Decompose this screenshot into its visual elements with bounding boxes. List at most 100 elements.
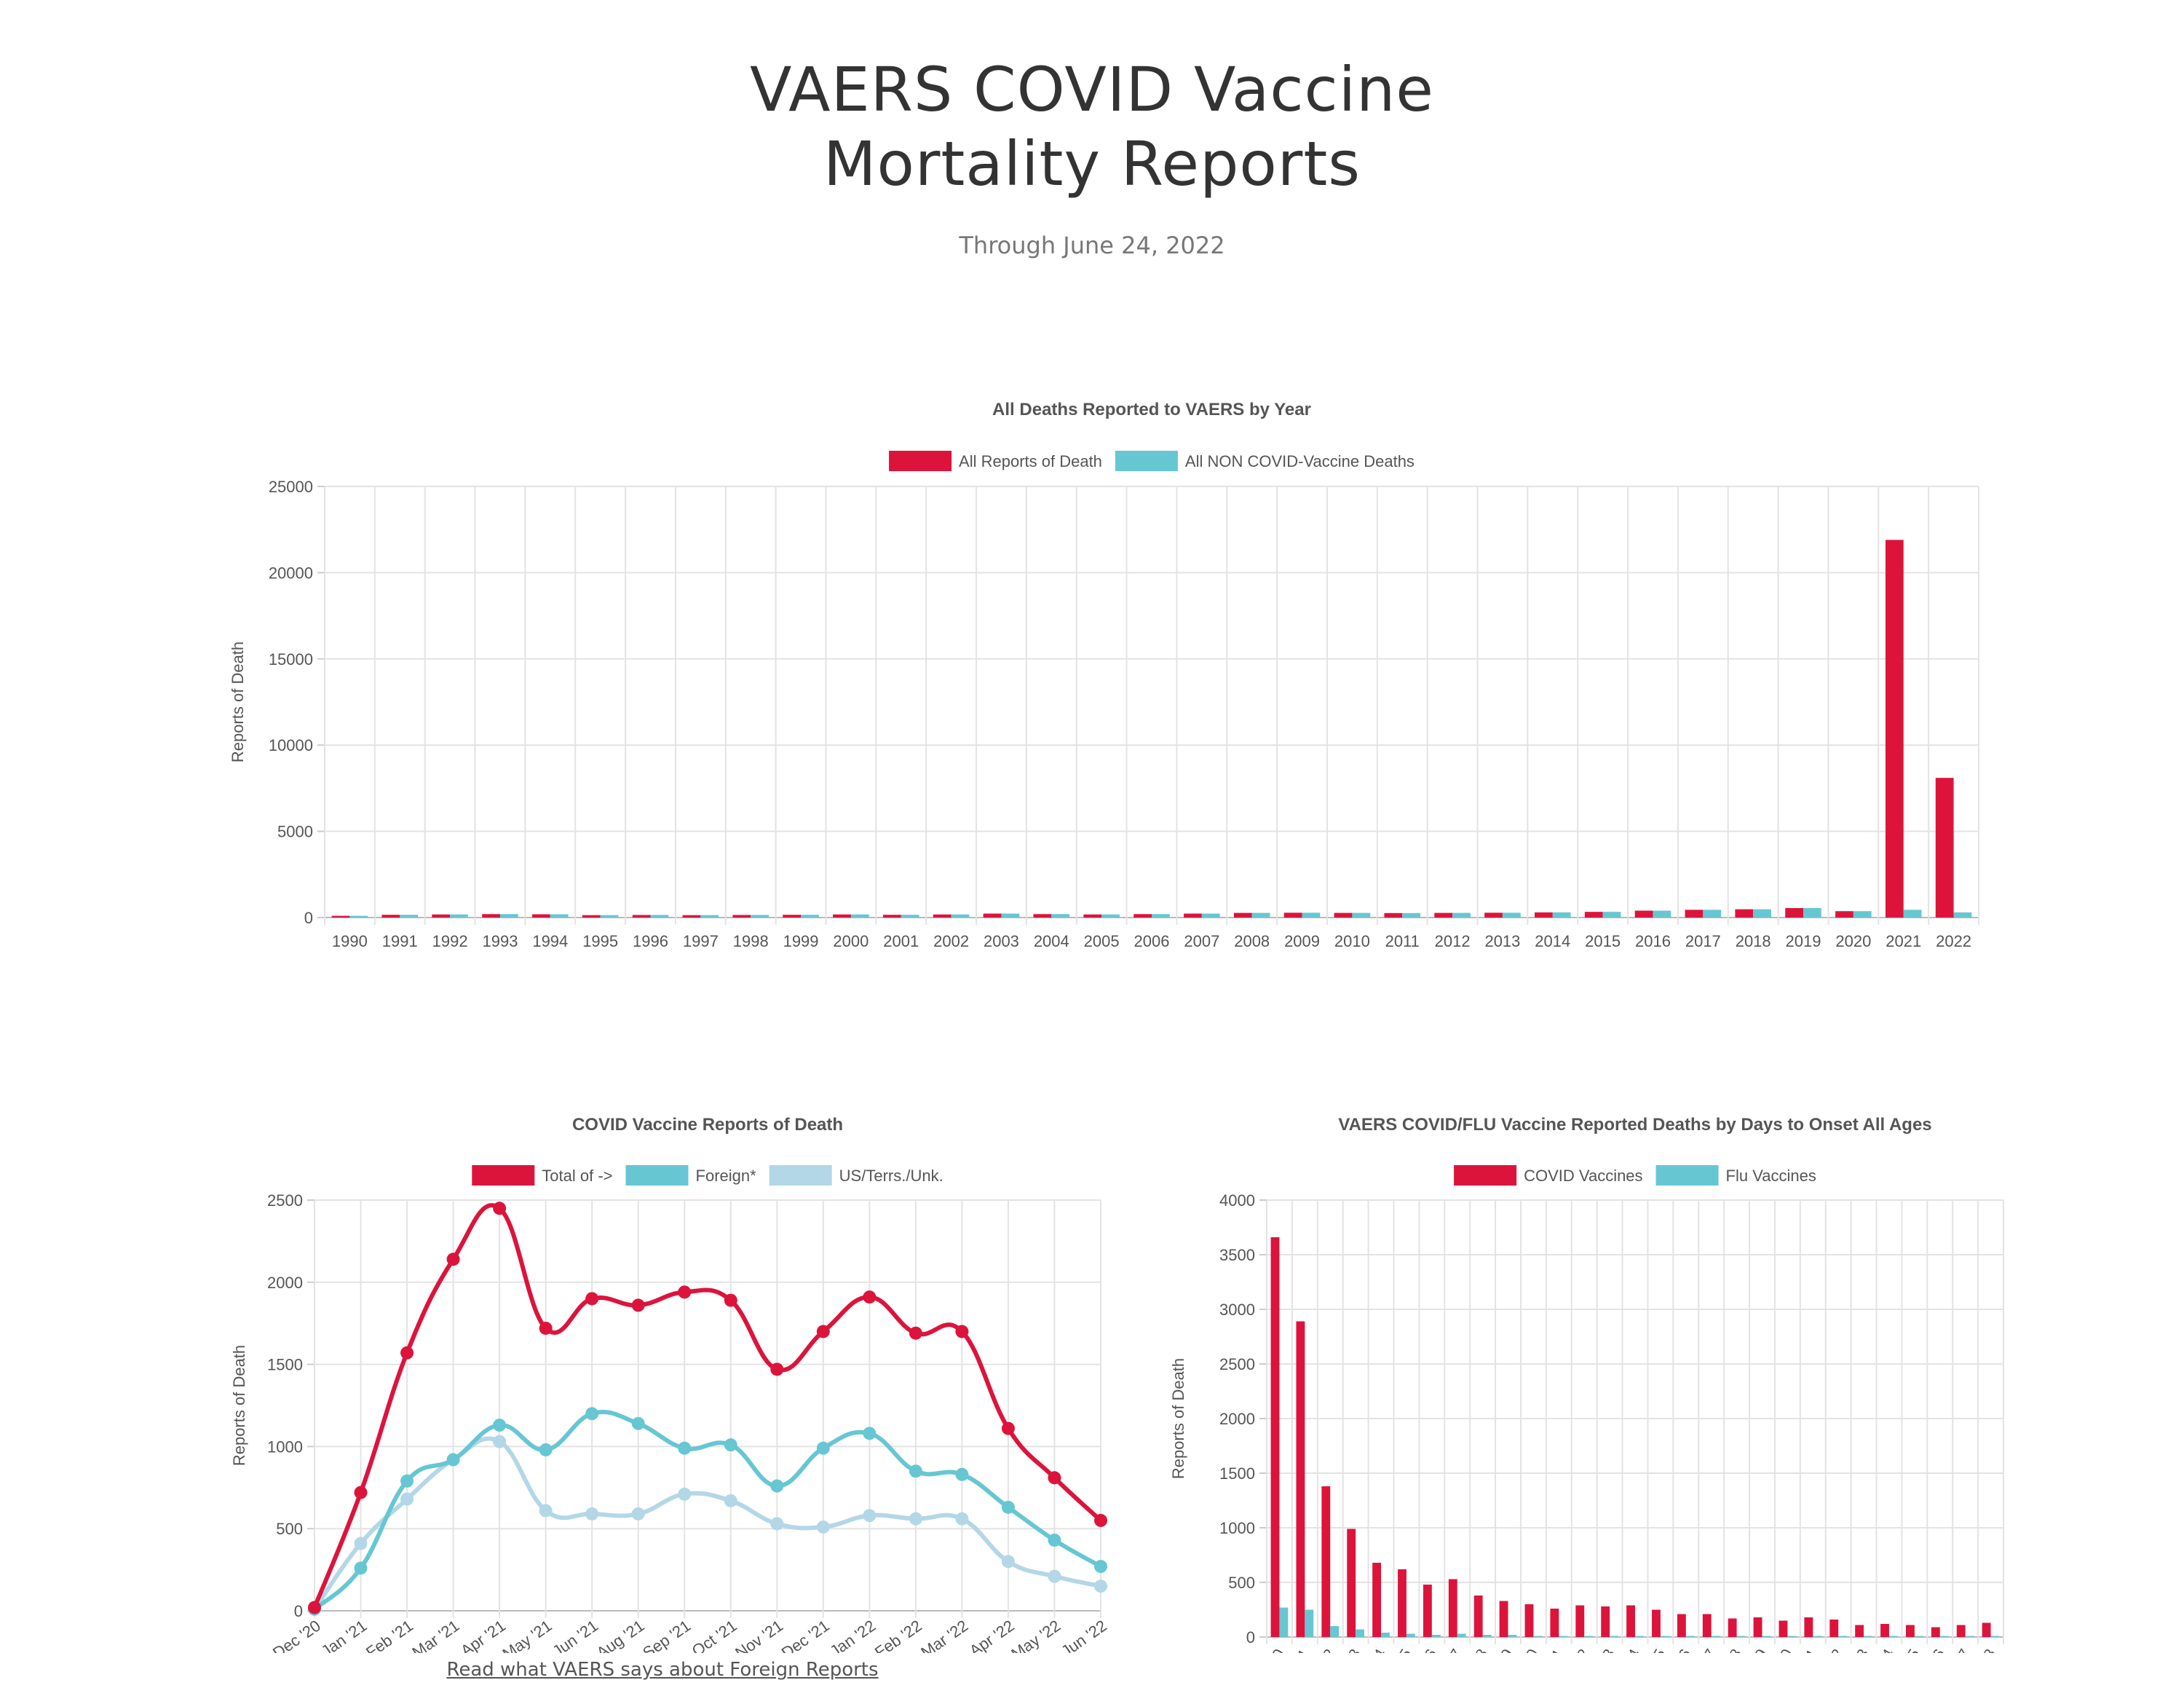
bar xyxy=(1452,912,1471,918)
legend-swatch xyxy=(889,451,952,471)
bar xyxy=(1524,1604,1534,1637)
bar xyxy=(532,914,550,918)
y-tick-label: 1000 xyxy=(1219,1519,1255,1537)
bar xyxy=(1184,913,1202,918)
bar xyxy=(499,914,518,918)
y-tick-label: 1500 xyxy=(267,1356,303,1374)
bar xyxy=(1233,912,1252,918)
data-point xyxy=(631,1507,645,1521)
data-point xyxy=(493,1202,507,1215)
data-point xyxy=(354,1561,368,1575)
bar xyxy=(933,914,951,918)
bar xyxy=(1033,914,1052,918)
bar xyxy=(1864,1636,1872,1637)
bar xyxy=(1610,1636,1618,1637)
legend-label: All NON COVID-Vaccine Deaths xyxy=(1185,452,1415,470)
bar xyxy=(1535,912,1553,918)
x-tick-label: 2017 xyxy=(1685,932,1721,950)
y-tick-label: 0 xyxy=(304,909,313,927)
bar xyxy=(381,915,400,918)
bar xyxy=(700,915,719,918)
bar xyxy=(400,915,419,918)
bar xyxy=(1735,909,1754,918)
data-point xyxy=(816,1520,830,1534)
foreign-reports-link[interactable]: Read what VAERS says about Foreign Repor… xyxy=(446,1659,879,1681)
x-tick-label: 1998 xyxy=(733,932,769,950)
bar xyxy=(951,914,970,918)
bar xyxy=(1279,1607,1289,1637)
x-tick-label: 9 xyxy=(1497,1646,1517,1653)
bar xyxy=(1550,1609,1559,1637)
bar xyxy=(1753,909,1771,918)
bar xyxy=(1660,1636,1669,1637)
bar xyxy=(1584,912,1603,918)
data-point xyxy=(354,1537,368,1550)
bar xyxy=(833,914,851,918)
x-tick-label: 1993 xyxy=(482,932,518,950)
bar xyxy=(732,915,751,918)
bar xyxy=(1330,1626,1340,1637)
bar xyxy=(1931,1627,1940,1637)
series-line xyxy=(312,1203,1103,1609)
x-tick-label: 8 xyxy=(1471,1646,1492,1653)
x-tick-label: 2001 xyxy=(883,932,919,950)
data-point xyxy=(724,1438,737,1452)
x-tick-label: 24 xyxy=(1873,1646,1898,1653)
bar xyxy=(1939,1636,1949,1637)
x-tick-label: 2007 xyxy=(1184,932,1219,950)
bar xyxy=(1785,907,1804,918)
x-tick-label: 1992 xyxy=(432,932,468,950)
x-tick-label: Feb '22 xyxy=(871,1617,925,1653)
data-point xyxy=(1001,1421,1015,1435)
y-tick-label: 25000 xyxy=(269,478,313,496)
x-tick-label: Mar '21 xyxy=(409,1617,463,1653)
bar xyxy=(1888,1636,1898,1637)
y-tick-label: 5000 xyxy=(277,823,313,841)
bar xyxy=(1634,910,1653,918)
x-tick-label: Jun '22 xyxy=(1058,1617,1110,1653)
x-tick-label: 3 xyxy=(1345,1646,1365,1653)
bar xyxy=(1685,910,1704,918)
bar xyxy=(1552,912,1571,918)
bar xyxy=(1653,910,1671,918)
bar xyxy=(882,915,901,918)
bar xyxy=(1914,1636,1923,1637)
x-tick-label: 19 xyxy=(1746,1646,1771,1653)
bar xyxy=(1101,914,1120,918)
data-point xyxy=(585,1407,599,1421)
bar xyxy=(1602,912,1621,918)
bar xyxy=(1787,1636,1797,1637)
x-tick-label: 11 xyxy=(1544,1646,1568,1653)
bar xyxy=(1965,1636,1974,1637)
x-tick-label: 2022 xyxy=(1936,932,1971,950)
legend-label: COVID Vaccines xyxy=(1524,1167,1642,1185)
x-tick-label: 2008 xyxy=(1234,932,1270,950)
bar xyxy=(1305,1609,1314,1637)
data-point xyxy=(446,1253,460,1266)
x-tick-label: 13 xyxy=(1594,1646,1619,1653)
y-tick-label: 500 xyxy=(1228,1574,1255,1592)
bar xyxy=(1270,1237,1280,1637)
bar xyxy=(1533,1636,1543,1637)
x-tick-label: 27 xyxy=(1950,1646,1974,1653)
bar xyxy=(1835,911,1853,918)
data-point xyxy=(1094,1579,1107,1593)
bar xyxy=(1990,1636,2000,1637)
x-tick-label: 1999 xyxy=(783,932,819,950)
bar xyxy=(1296,1321,1305,1637)
data-point xyxy=(678,1441,692,1455)
bar xyxy=(1372,1563,1382,1637)
chart-title: COVID Vaccine Reports of Death xyxy=(572,1115,843,1135)
bar xyxy=(1482,1635,1492,1637)
bar xyxy=(1384,912,1403,918)
x-tick-label: 21 xyxy=(1797,1646,1822,1653)
bar xyxy=(1398,1569,1406,1637)
bar xyxy=(1347,1529,1356,1637)
x-tick-label: 2010 xyxy=(1334,932,1370,950)
y-tick-label: 3500 xyxy=(1219,1246,1255,1264)
data-point xyxy=(400,1474,414,1488)
data-point xyxy=(863,1290,877,1304)
data-point xyxy=(678,1285,692,1299)
x-tick-label: 2016 xyxy=(1635,932,1671,950)
data-point xyxy=(493,1435,507,1448)
